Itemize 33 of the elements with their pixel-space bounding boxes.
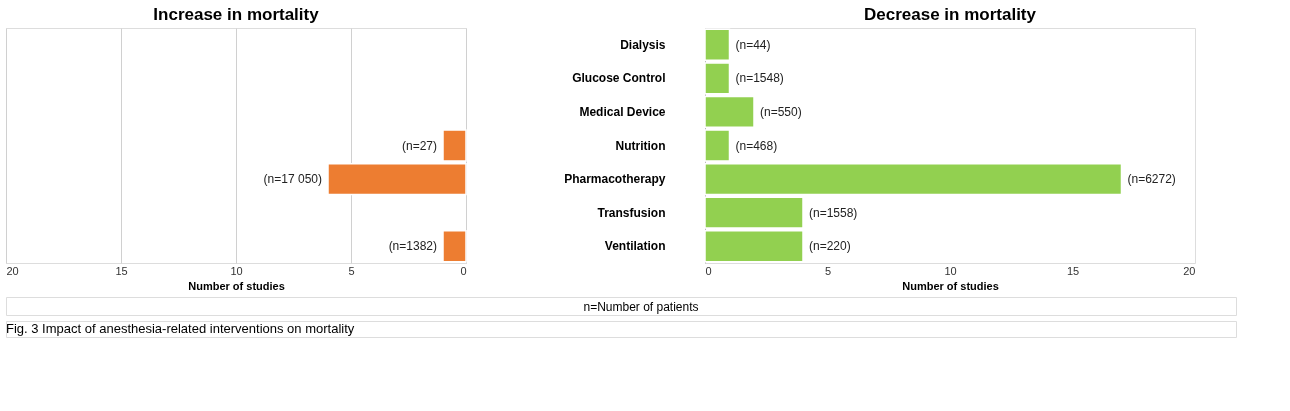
- annotation: (n=17 050): [263, 172, 322, 187]
- annotation: (n=220): [809, 239, 851, 254]
- x-axis-title: Number of studies: [188, 279, 285, 292]
- y-tick-label: Nutrition: [615, 138, 666, 153]
- x-axis-title: Number of studies: [902, 279, 999, 292]
- y-tick-label: Ventilation: [604, 239, 666, 254]
- x-tick-label: 10: [944, 264, 957, 277]
- chart-title: Increase in mortality: [153, 5, 320, 24]
- y-tick-label: Glucose Control: [572, 71, 666, 86]
- x-tick-label: 0: [460, 264, 467, 277]
- annotation: (n=27): [401, 138, 437, 153]
- x-tick-label: 5: [824, 264, 832, 277]
- y-tick-label: Pharmacotherapy: [564, 172, 666, 187]
- x-tick-label: 20: [6, 264, 19, 277]
- x-tick-label: 5: [348, 264, 355, 277]
- annotation: (n=550): [760, 104, 802, 119]
- x-tick-label: 15: [1066, 264, 1080, 277]
- x-tick-label: 10: [230, 264, 243, 277]
- x-tick-label: 15: [115, 264, 128, 277]
- text: n=Number of patients: [583, 300, 699, 314]
- caption: Fig. 3 Impact of anesthesia-related interventions on mortality: [6, 321, 355, 336]
- annotation: (n=6272): [1127, 172, 1176, 187]
- annotation: (n=44): [735, 37, 771, 52]
- y-tick-label: Medical Device: [579, 104, 666, 119]
- chart-title: Decrease in mortality: [864, 5, 1037, 24]
- annotation: (n=1548): [735, 71, 784, 86]
- y-tick-label: Transfusion: [597, 205, 666, 220]
- annotation: (n=468): [735, 138, 778, 153]
- annotation: (n=1382): [388, 239, 437, 254]
- y-tick-label: Dialysis: [620, 37, 666, 52]
- x-tick-label: 0: [705, 264, 712, 277]
- annotation: (n=1558): [809, 205, 858, 220]
- x-tick-label: 20: [1183, 264, 1196, 277]
